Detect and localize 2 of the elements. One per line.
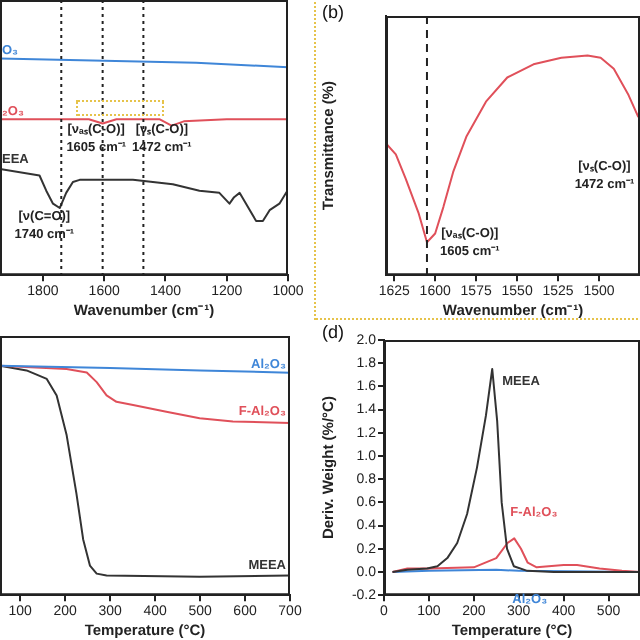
chart-title: (b) [322, 1, 344, 22]
chart-title: (d) [322, 321, 344, 342]
